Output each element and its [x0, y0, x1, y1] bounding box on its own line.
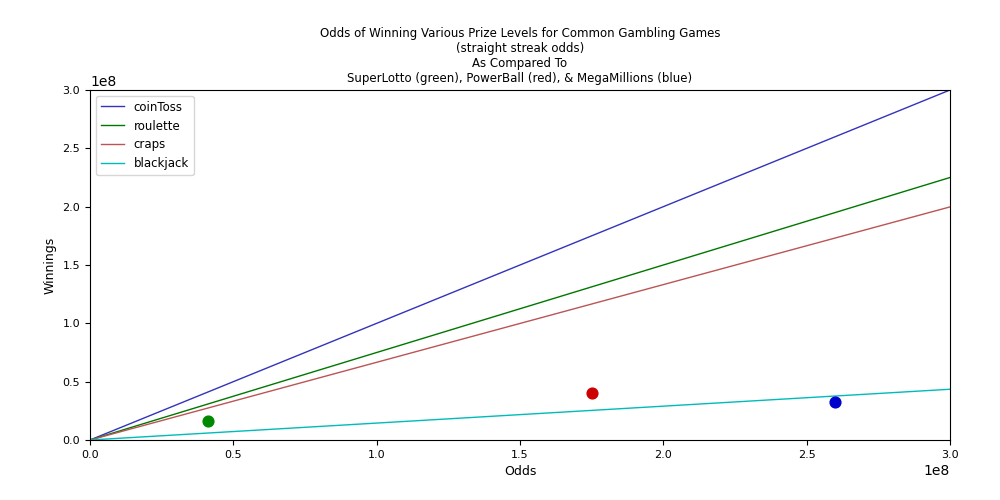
- Point: [200, 418, 216, 426]
- Point: [584, 390, 600, 398]
- Title: Odds of Winning Various Prize Levels for Common Gambling Games
(straight streak : Odds of Winning Various Prize Levels for…: [320, 26, 720, 84]
- Legend: coinToss, roulette, craps, blackjack: coinToss, roulette, craps, blackjack: [96, 96, 194, 175]
- X-axis label: Odds: Odds: [504, 466, 536, 478]
- Point: [827, 398, 843, 406]
- Y-axis label: Winnings: Winnings: [44, 236, 57, 294]
